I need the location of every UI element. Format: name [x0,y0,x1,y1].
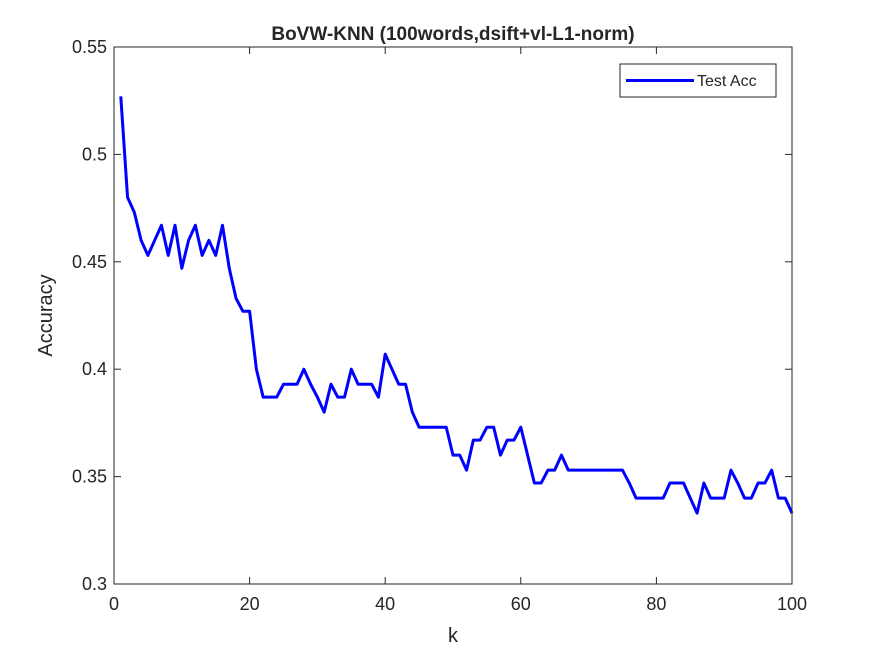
x-tick-label: 100 [777,594,807,614]
y-tick-label: 0.55 [72,37,107,57]
x-tick-label: 40 [375,594,395,614]
y-tick-label: 0.45 [72,252,107,272]
x-axis-label: k [448,625,459,647]
x-tick-label: 0 [109,594,119,614]
legend: Test Acc [620,64,776,97]
chart-title: BoVW-KNN (100words,dsift+vl-L1-norm) [271,24,634,45]
y-axis-label: Accuracy [35,274,57,356]
y-tick-label: 0.3 [82,574,107,594]
x-tick-label: 60 [511,594,531,614]
x-tick-label: 80 [646,594,666,614]
plot-area [114,47,792,584]
y-tick-label: 0.35 [72,467,107,487]
y-tick-label: 0.4 [82,359,107,379]
legend-label-test-acc: Test Acc [697,73,757,90]
y-tick-label: 0.5 [82,144,107,164]
x-tick-label: 20 [240,594,260,614]
